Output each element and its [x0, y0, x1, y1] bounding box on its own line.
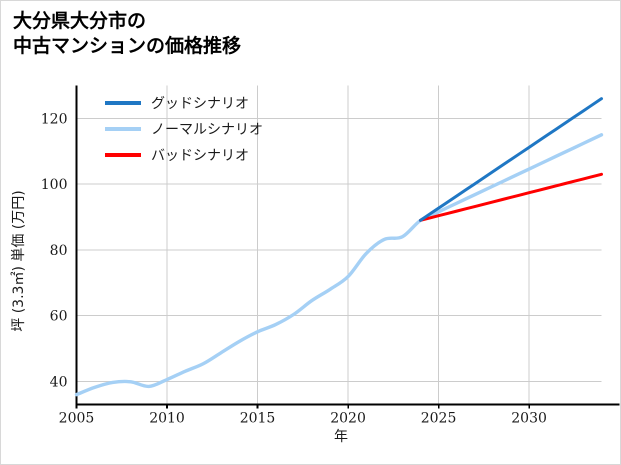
chart-title-line-1: 大分県大分市の: [13, 10, 147, 32]
legend-label-0: グッドシナリオ: [151, 96, 249, 112]
series-group: [74, 97, 604, 397]
legend-label-2: バッドシナリオ: [151, 148, 249, 164]
gridlines-group: [76, 85, 602, 405]
xtick-labels-group: 2005 2010 2015 2020 2025 2030: [59, 404, 547, 427]
y-tick-label-0: 40: [50, 374, 68, 390]
x-tick-label-4: 2025: [421, 411, 457, 427]
x-tick-label-1: 2010: [149, 411, 185, 427]
chart-title: 大分県大分市の 中古マンションの価格推移: [13, 9, 573, 59]
x-tick-label-5: 2030: [511, 411, 547, 427]
x-tick-label-3: 2020: [330, 411, 366, 427]
series-line-1: [74, 133, 604, 397]
chart-title-line-2: 中古マンションの価格推移: [13, 35, 242, 57]
y-tick-label-3: 100: [41, 177, 68, 193]
legend-label-1: ノーマルシナリオ: [151, 122, 263, 138]
x-axis-label: 年: [334, 429, 348, 445]
x-tick-label-2: 2015: [240, 411, 276, 427]
y-tick-label-4: 120: [41, 111, 68, 127]
series-line-0: [418, 97, 603, 222]
x-tick-label-0: 2005: [59, 411, 95, 427]
y-tick-label-2: 80: [50, 243, 68, 259]
series-line-2: [418, 172, 603, 222]
ytick-labels-group: 40 60 80 100 120: [41, 111, 68, 390]
y-axis-label: 坪 (3.3㎡) 単価 (万円): [11, 190, 27, 331]
y-tick-label-1: 60: [50, 309, 68, 325]
